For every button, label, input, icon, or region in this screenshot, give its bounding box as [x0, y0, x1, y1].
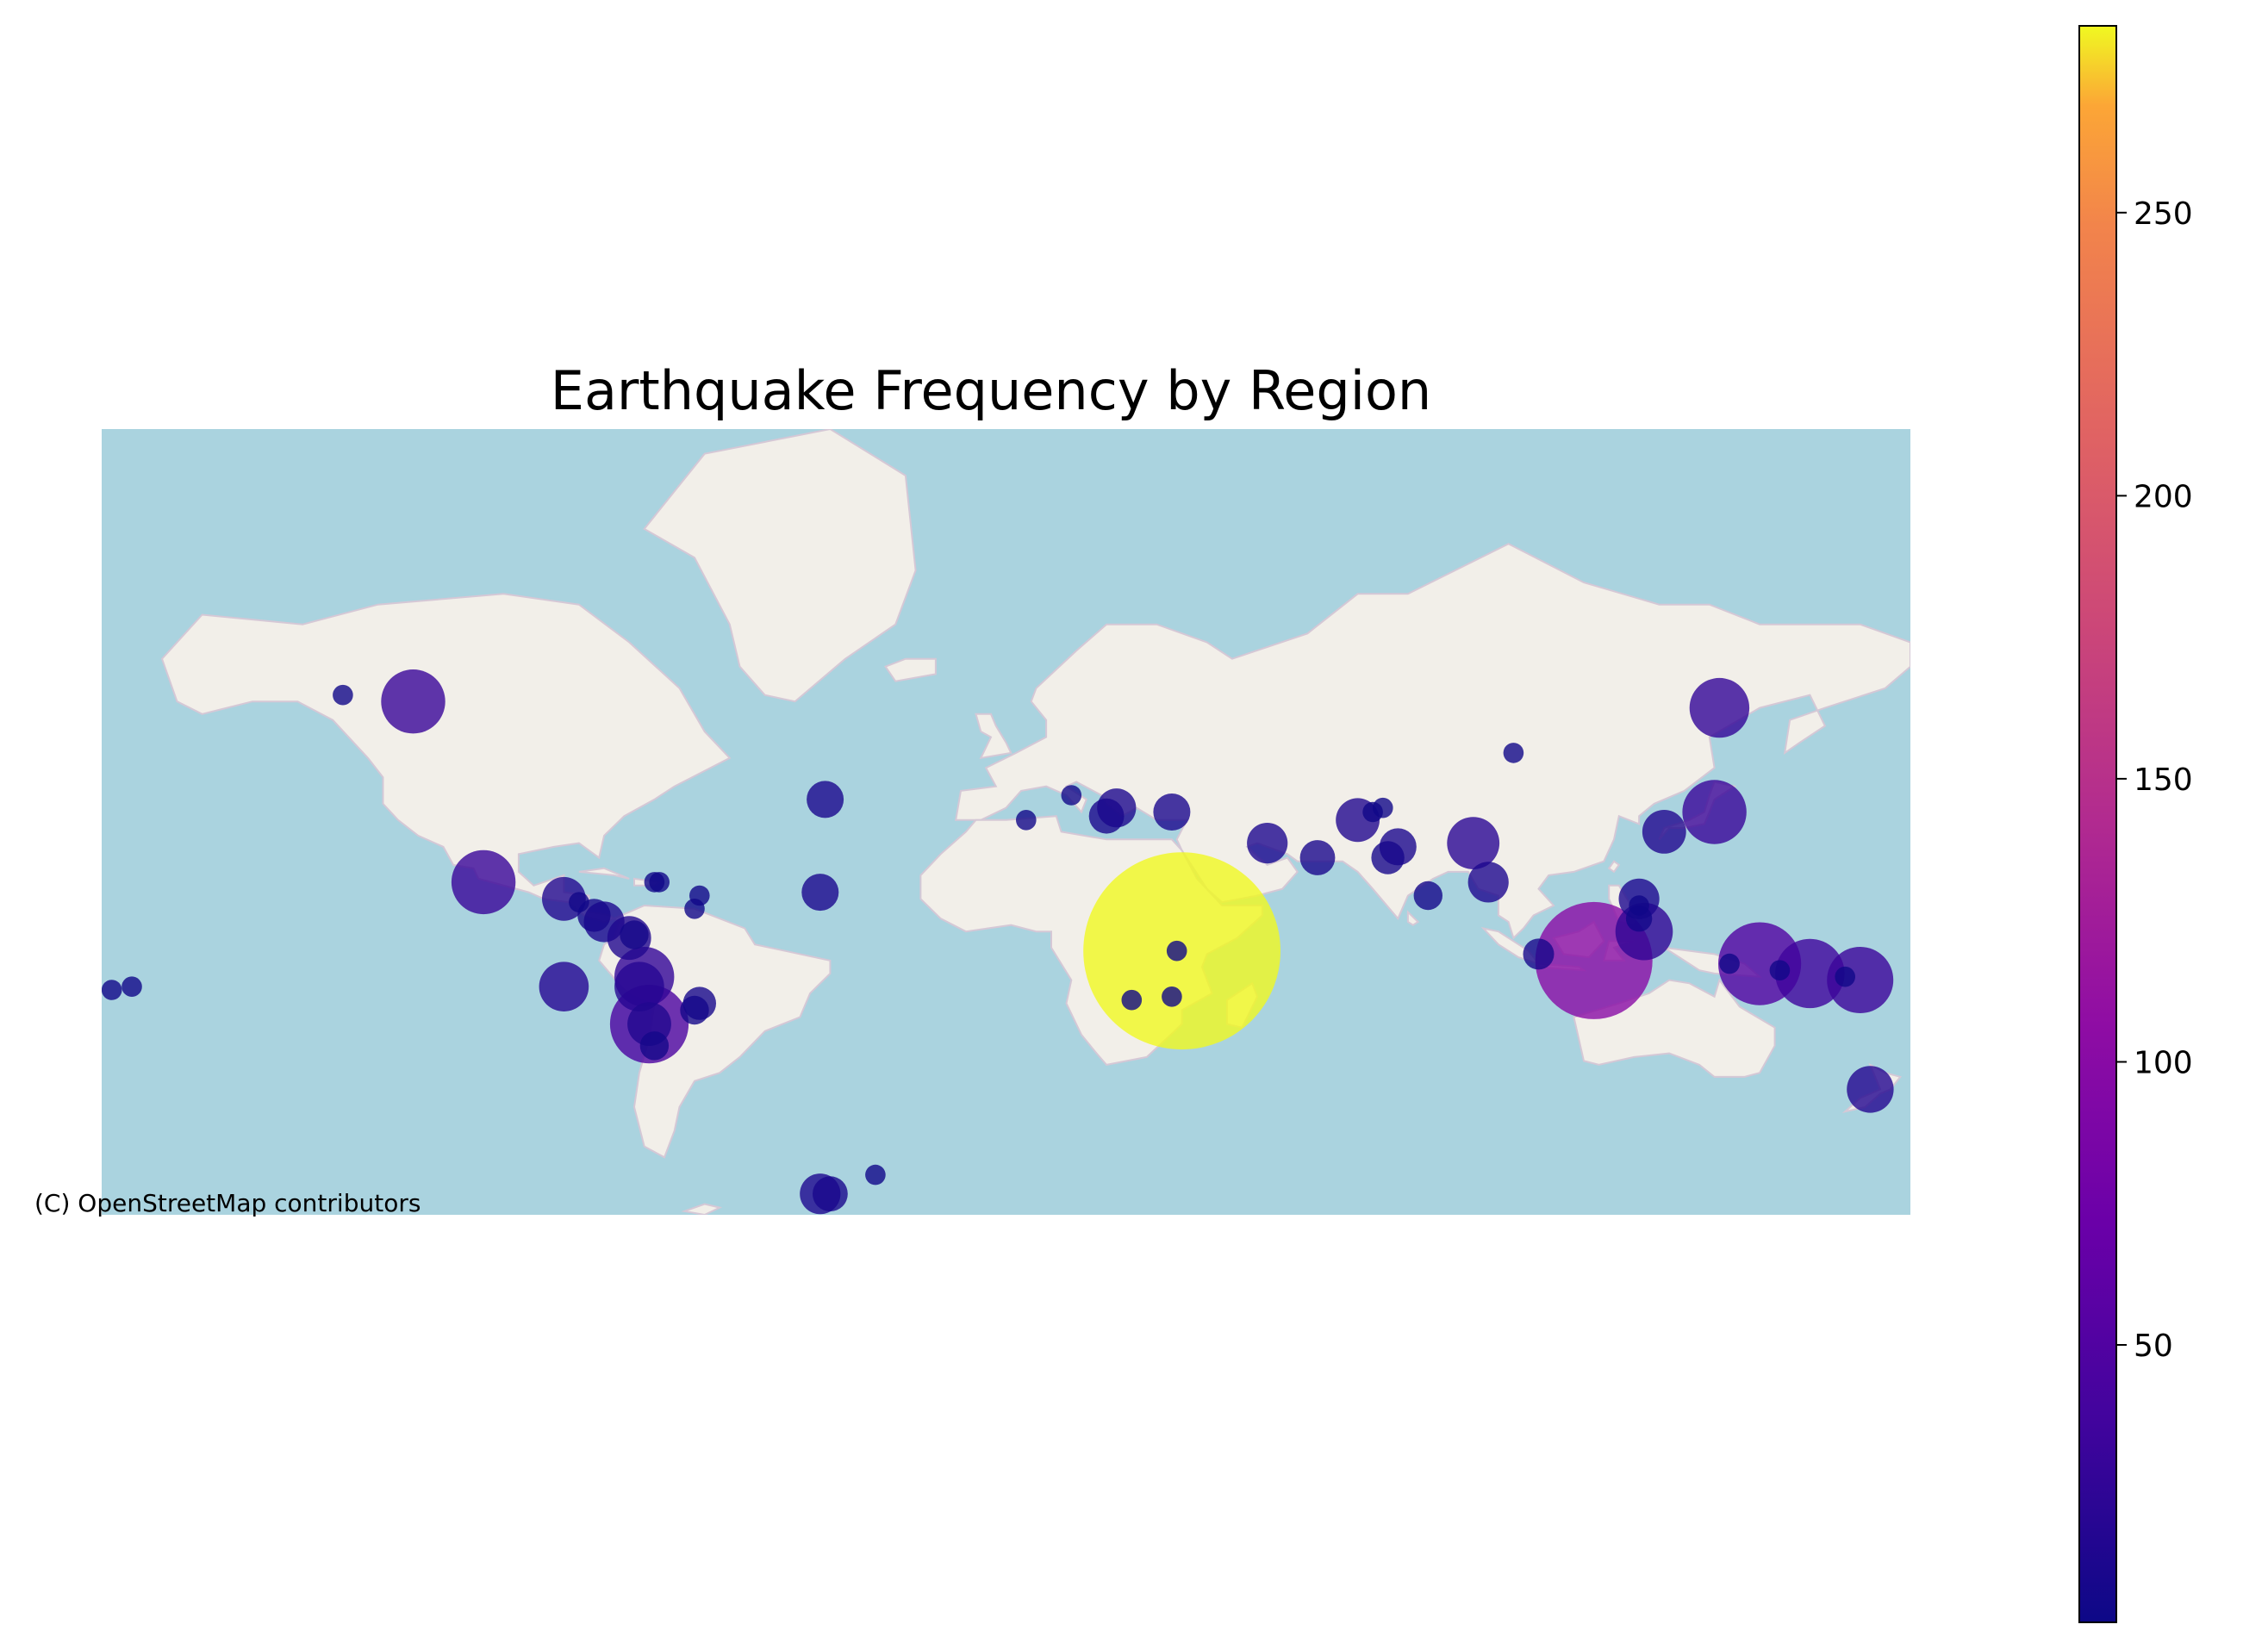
earthquake-point [569, 892, 589, 912]
basemap [102, 429, 1910, 1215]
earthquake-point [1642, 810, 1686, 854]
earthquake-point [451, 850, 516, 915]
land-uk [975, 713, 1012, 760]
colorbar-tick-label: 50 [2134, 1329, 2173, 1364]
earthquake-point [1629, 895, 1649, 916]
earthquake-point [539, 962, 589, 1011]
map-attribution: (C) OpenStreetMap contributors [34, 1189, 421, 1217]
earthquake-point [1447, 817, 1500, 869]
earthquake-point [684, 899, 705, 919]
earthquake-point [1503, 743, 1524, 763]
colorbar-tick-label: 250 [2134, 196, 2193, 232]
earthquake-point [1061, 785, 1082, 806]
land-antarctic-peninsula [681, 1203, 723, 1215]
colorbar: 50 100 150 200 250 [2078, 25, 2193, 1623]
earthquake-point [1153, 793, 1191, 831]
earthquake-point [1847, 1066, 1894, 1113]
earthquake-point [865, 1164, 886, 1186]
earthquake-point [1827, 947, 1894, 1013]
earthquake-point [1121, 989, 1143, 1011]
earthquake-point [1769, 960, 1791, 980]
earthquake-point [1413, 881, 1443, 911]
earthquake-point [813, 1176, 848, 1212]
earthquake-point [102, 980, 122, 1000]
colorbar-ticks: 50 100 150 200 250 [2116, 196, 2193, 1364]
colorbar-tick-label: 150 [2134, 762, 2193, 798]
earthquake-point [807, 781, 844, 818]
earthquake-point [644, 872, 665, 893]
earthquake-point [1247, 823, 1288, 864]
earthquake-points [102, 669, 1894, 1215]
earthquake-point [1373, 797, 1393, 818]
earthquake-point [620, 920, 649, 949]
earthquake-point [1689, 677, 1750, 738]
earthquake-point [1719, 953, 1740, 974]
earthquake-point [1835, 966, 1855, 987]
land-taiwan [1607, 860, 1621, 874]
earthquake-point [122, 976, 142, 997]
earthquake-point [1523, 938, 1555, 970]
earthquake-point [801, 874, 839, 912]
earthquake-point [1166, 940, 1187, 962]
earthquake-point [1371, 841, 1405, 874]
earthquake-point [1299, 840, 1336, 875]
chart-title: Earthquake Frequency by Region [551, 359, 1431, 422]
earthquake-point [1775, 938, 1845, 1009]
colorbar-tick-label: 100 [2134, 1046, 2193, 1081]
earthquake-point [639, 1031, 670, 1061]
earthquake-point [680, 995, 709, 1025]
land-sri-lanka [1406, 910, 1420, 926]
earthquake-point [1467, 862, 1509, 903]
earthquake-point [333, 684, 353, 706]
earthquake-point [1016, 810, 1037, 831]
earthquake-point [1162, 986, 1182, 1007]
land-iceland [884, 657, 937, 682]
earthquake-point [1088, 798, 1125, 834]
colorbar-gradient [2078, 25, 2117, 1623]
earthquake-point [614, 962, 664, 1011]
land-cuba [578, 867, 630, 880]
colorbar-tick-label: 200 [2134, 479, 2193, 514]
earthquake-point [1682, 780, 1747, 844]
land-greenland [643, 429, 917, 703]
earthquake-point [381, 669, 446, 734]
